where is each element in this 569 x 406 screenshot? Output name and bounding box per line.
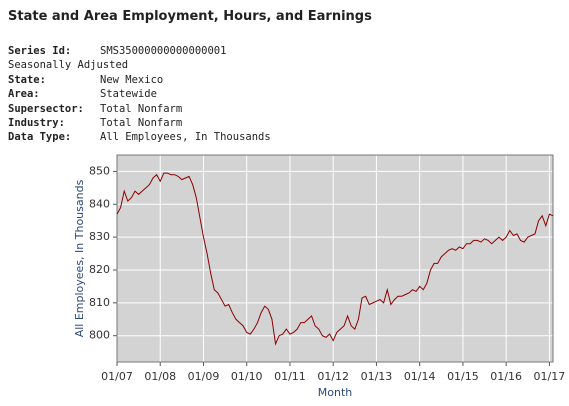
info-label: Data Type: — [8, 131, 72, 144]
x-tick-label: 01/07 — [101, 370, 133, 383]
x-tick-label: 01/11 — [274, 370, 306, 383]
page-title: State and Area Employment, Hours, and Ea… — [8, 9, 372, 24]
info-value: New Mexico — [100, 73, 164, 86]
y-tick-label: 830 — [89, 230, 110, 243]
info-value: SMS35000000000000001 — [100, 45, 227, 57]
plot-background — [117, 155, 553, 362]
info-row: Data Type: All Employees, In Thousands — [8, 130, 271, 144]
info-label: Area: — [8, 88, 40, 101]
x-axis-label: Month — [318, 386, 353, 399]
x-tick-label: 01/12 — [317, 370, 349, 383]
y-tick-label: 850 — [89, 164, 110, 177]
x-tick-label: 01/16 — [490, 370, 522, 383]
x-tick-label: 01/17 — [534, 370, 566, 383]
y-tick-label: 810 — [89, 296, 110, 309]
info-row: Supersector: Total Nonfarm — [8, 102, 271, 116]
x-tick-label: 01/10 — [231, 370, 263, 383]
info-row: Industry: Total Nonfarm — [8, 116, 271, 130]
info-note: Seasonally Adjusted — [8, 59, 129, 72]
y-axis-label: All Employees, In Thousands — [73, 179, 86, 337]
info-row: State: New Mexico — [8, 73, 271, 87]
series-info: Series Id: SMS35000000000000001 Seasonally… — [8, 44, 271, 145]
x-tick-label: 01/14 — [404, 370, 436, 383]
info-value: Statewide — [100, 88, 157, 101]
x-tick-label: 01/08 — [144, 370, 176, 383]
plot-border — [116, 154, 554, 363]
info-label: State: — [8, 73, 46, 86]
info-label: Series Id: — [8, 45, 72, 57]
info-label: Supersector: — [8, 102, 84, 115]
y-tick-label: 820 — [89, 263, 110, 276]
x-tick-label: 01/13 — [361, 370, 393, 383]
info-row: Series Id: SMS35000000000000001 — [8, 44, 271, 58]
info-value: All Employees, In Thousands — [100, 131, 271, 144]
info-label: Industry: — [8, 117, 65, 130]
x-tick-label: 01/15 — [447, 370, 479, 383]
info-row: Area: Statewide — [8, 87, 271, 101]
info-value: Total Nonfarm — [100, 117, 183, 130]
data-line — [116, 172, 554, 346]
info-value: Total Nonfarm — [100, 102, 183, 115]
x-tick-label: 01/09 — [188, 370, 220, 383]
y-tick-label: 840 — [89, 197, 110, 210]
y-tick-label: 800 — [89, 329, 110, 342]
info-row: Seasonally Adjusted — [8, 58, 271, 72]
